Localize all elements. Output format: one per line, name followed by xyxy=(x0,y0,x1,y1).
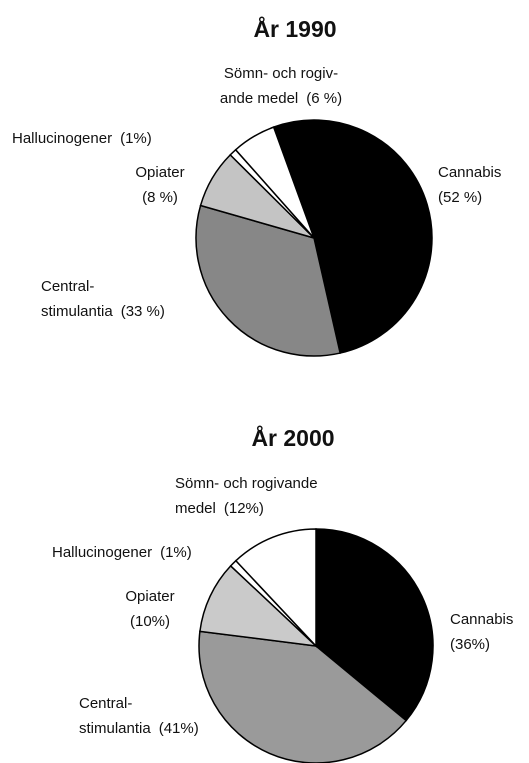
category-name: Cannabis xyxy=(450,611,513,628)
slice-label: stimulantia (33 %) xyxy=(41,303,165,320)
category-name: Hallucinogener xyxy=(52,544,152,561)
slice-label: stimulantia (41%) xyxy=(79,720,199,737)
value-label: (41%) xyxy=(159,720,199,737)
pie-slice xyxy=(195,204,342,357)
slice-label: Central- xyxy=(41,278,94,295)
chart-title: År 1990 xyxy=(253,15,336,42)
category-name: Sömn- och rogiv- xyxy=(224,65,338,82)
category-name: Cannabis xyxy=(438,164,501,181)
value-label: (1%) xyxy=(120,130,152,147)
value-label: (6 %) xyxy=(306,90,342,107)
slice-label: Central- xyxy=(79,695,132,712)
slice-label: Opiater xyxy=(135,164,184,181)
category-name: ande medel xyxy=(220,90,298,107)
slice-label: Cannabis xyxy=(438,164,501,181)
value-label: (8 %) xyxy=(142,189,178,206)
slice-label: Hallucinogener (1%) xyxy=(12,130,152,147)
value-label: (33 %) xyxy=(121,303,165,320)
slice-label: Sömn- och rogivande xyxy=(175,475,318,492)
value-label: (52 %) xyxy=(438,189,482,206)
value-label: (10%) xyxy=(130,613,170,630)
pie-slice xyxy=(315,528,434,722)
category-name: stimulantia xyxy=(41,303,113,320)
chart-title: År 2000 xyxy=(251,424,334,451)
slice-label: Opiater xyxy=(125,588,174,605)
category-name: stimulantia xyxy=(79,720,151,737)
pie-slice xyxy=(272,119,433,354)
category-name: Opiater xyxy=(135,164,184,181)
value-label: (1%) xyxy=(160,544,192,561)
pie-slice xyxy=(234,126,315,239)
pie-slice xyxy=(234,528,317,648)
slice-label: Cannabis xyxy=(450,611,513,628)
pie-slice xyxy=(198,630,408,763)
slice-label: Hallucinogener (1%) xyxy=(52,544,192,561)
category-name: Hallucinogener xyxy=(12,130,112,147)
category-name: Sömn- och rogivande xyxy=(175,475,318,492)
category-name: Central- xyxy=(79,695,132,712)
category-name: Opiater xyxy=(125,588,174,605)
value-label: (36%) xyxy=(450,636,490,653)
slice-label: medel (12%) xyxy=(175,500,264,517)
category-name: Central- xyxy=(41,278,94,295)
slice-label: Sömn- och rogiv- xyxy=(224,65,338,82)
category-name: medel xyxy=(175,500,216,517)
slice-label: ande medel (6 %) xyxy=(220,90,342,107)
pie-slice xyxy=(199,564,319,648)
value-label: (12%) xyxy=(224,500,264,517)
